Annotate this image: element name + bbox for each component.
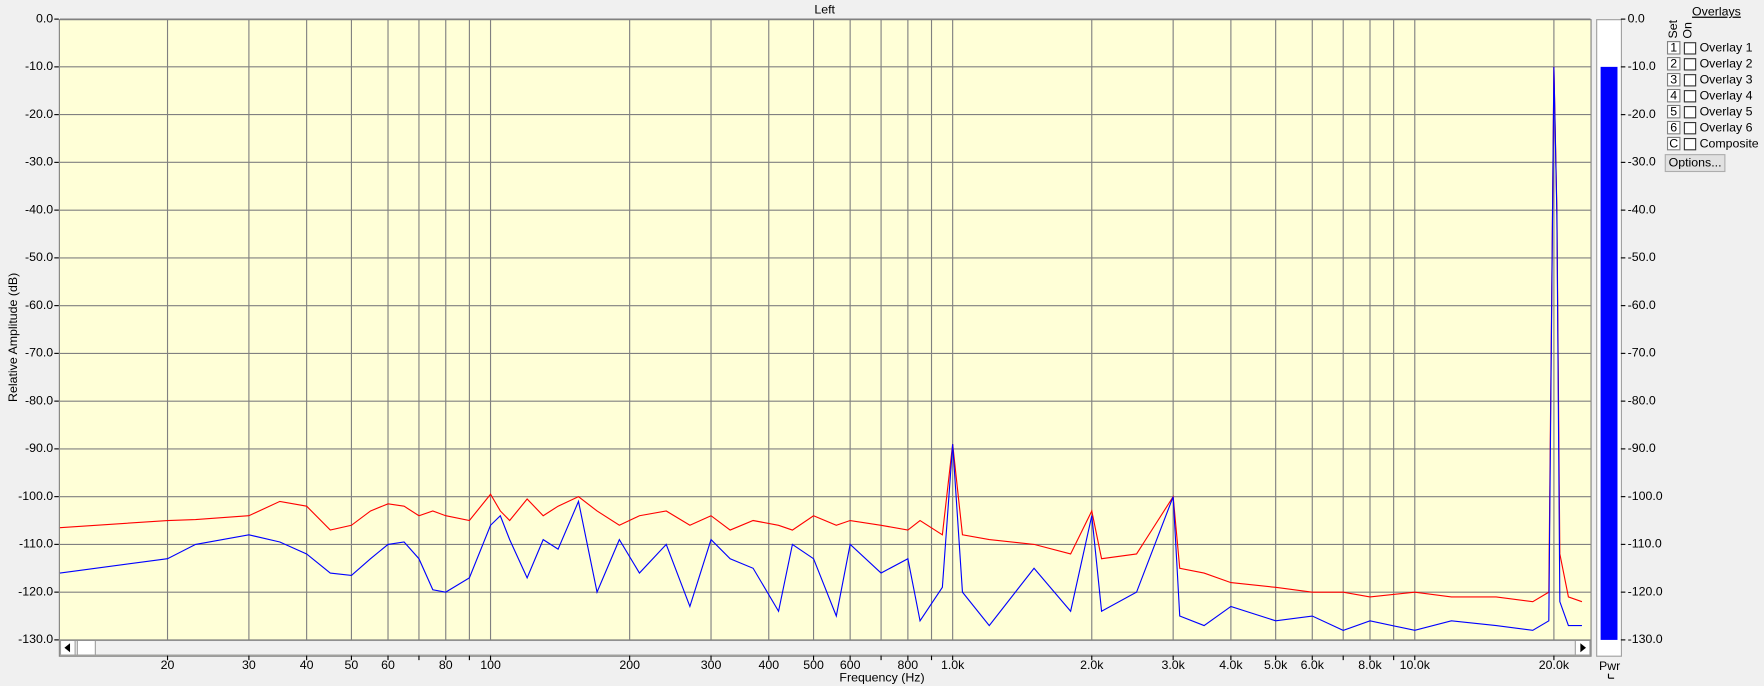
y-tick-label: -110.0 [19, 537, 53, 551]
overlay-name[interactable]: Overlay 2 [1700, 57, 1753, 71]
set-label[interactable]: 5 [1670, 104, 1677, 118]
y-tick-label: 0.0 [36, 11, 53, 25]
meter-tick-label: -40.0 [1628, 202, 1656, 216]
options-button-label[interactable]: Options... [1669, 155, 1722, 169]
overlay-name[interactable]: Overlay 4 [1700, 89, 1753, 103]
checkbox[interactable] [1683, 74, 1697, 87]
meter-tick-label: -10.0 [1628, 59, 1656, 73]
set-box[interactable] [1666, 120, 1681, 135]
y-tick-label: -40.0 [25, 202, 53, 216]
x-tick-label: 1.0k [941, 658, 965, 672]
x-tick-label: 200 [619, 658, 640, 672]
checkbox[interactable] [1683, 137, 1697, 151]
y-tick-label: -60.0 [25, 298, 53, 312]
x-tick-label: 8.0k [1358, 658, 1382, 672]
scroll-thumb[interactable] [76, 639, 96, 656]
x-tick-label: 20.0k [1539, 658, 1570, 672]
meter-tick-label: -130.0 [1628, 632, 1663, 646]
set-label[interactable]: 3 [1670, 73, 1677, 87]
chart-title: Left [814, 2, 835, 16]
resize-icon [1607, 673, 1615, 679]
overlay-name[interactable]: Overlay 1 [1700, 41, 1753, 55]
set-label[interactable]: C [1669, 136, 1678, 150]
meter-tick-label: -20.0 [1628, 107, 1656, 121]
y-axis-label: Relative Amplitude (dB) [6, 273, 20, 402]
meter-tick-label: -30.0 [1628, 155, 1656, 169]
meter-tick-label: -100.0 [1628, 489, 1663, 503]
x-tick-label: 20 [161, 658, 175, 672]
overlay-name[interactable]: Overlay 5 [1700, 104, 1753, 118]
y-tick-label: -100.0 [18, 489, 53, 503]
set-header: Set [1666, 19, 1680, 38]
checkbox[interactable] [1683, 106, 1697, 119]
x-tick-label: 4.0k [1219, 658, 1243, 672]
options-button[interactable] [1664, 154, 1726, 173]
x-tick-label: 800 [898, 658, 919, 672]
x-tick-label: 50 [345, 658, 359, 672]
set-box[interactable] [1666, 41, 1681, 55]
series-line [59, 66, 1582, 631]
x-tick-label: 400 [758, 658, 779, 672]
series-line [59, 66, 1583, 603]
overlay-name[interactable]: Overlay 6 [1700, 120, 1753, 134]
y-tick-label: -10.0 [25, 59, 53, 73]
x-tick-label: 80 [439, 658, 453, 672]
checkbox[interactable] [1683, 90, 1697, 103]
overlay-name[interactable]: Overlay 3 [1700, 73, 1753, 87]
overlays-title: Overlays [1692, 5, 1741, 19]
power-meter-bar [1600, 66, 1618, 640]
x-tick-label: 6.0k [1301, 658, 1325, 672]
y-tick-label: -30.0 [25, 155, 53, 169]
x-tick-label: 60 [381, 658, 395, 672]
meter-tick-label: -50.0 [1628, 250, 1656, 264]
x-tick-label: 40 [300, 658, 314, 672]
overlay-name[interactable]: Composite [1700, 136, 1759, 150]
y-tick-label: -50.0 [25, 250, 53, 264]
set-label[interactable]: 4 [1670, 89, 1677, 103]
checkbox[interactable] [1683, 122, 1697, 135]
x-tick-label: 10.0k [1400, 658, 1431, 672]
arrow-icon [64, 643, 71, 653]
x-tick-label: 3.0k [1161, 658, 1185, 672]
meter-tick-label: 0.0 [1628, 11, 1645, 25]
x-axis-label: Frequency (Hz) [839, 670, 924, 684]
y-tick-label: -90.0 [25, 441, 53, 455]
meter-tick-label: -80.0 [1628, 393, 1656, 407]
set-box[interactable] [1666, 72, 1681, 87]
x-tick-label: 600 [840, 658, 861, 672]
set-box[interactable] [1666, 57, 1681, 71]
meter-tick-label: -70.0 [1628, 346, 1656, 360]
scroll-track[interactable] [59, 639, 1591, 656]
plot-area [58, 19, 1592, 657]
meter-label: Pwr [1599, 659, 1620, 673]
set-box[interactable] [1666, 104, 1681, 119]
arrow-icon [1580, 643, 1586, 653]
x-tick-label: 100 [480, 658, 501, 672]
meter-tick-label: -120.0 [1628, 584, 1663, 598]
x-tick-label: 30 [242, 658, 256, 672]
set-box[interactable] [1666, 88, 1681, 103]
y-tick-label: -70.0 [25, 346, 53, 360]
y-tick-label: -120.0 [18, 584, 53, 598]
set-label[interactable]: 6 [1670, 120, 1677, 134]
y-tick-label: -80.0 [25, 393, 53, 407]
meter-tick-label: -110.0 [1628, 537, 1662, 551]
x-tick-label: 500 [803, 658, 824, 672]
meter-tick-label: -90.0 [1628, 441, 1656, 455]
set-label[interactable]: 2 [1670, 57, 1677, 71]
checkbox[interactable] [1683, 42, 1697, 55]
meter-tick-label: -60.0 [1628, 298, 1656, 312]
set-box[interactable] [1666, 136, 1681, 151]
y-tick-label: -130.0 [18, 632, 53, 646]
on-header: On [1681, 22, 1695, 39]
x-tick-label: 2.0k [1080, 658, 1104, 672]
scrollbar[interactable] [59, 639, 1591, 656]
y-tick-label: -20.0 [25, 107, 53, 121]
x-tick-label: 300 [701, 658, 722, 672]
x-tick-label: 5.0k [1264, 658, 1288, 672]
checkbox[interactable] [1683, 58, 1697, 71]
set-label[interactable]: 1 [1670, 41, 1677, 55]
